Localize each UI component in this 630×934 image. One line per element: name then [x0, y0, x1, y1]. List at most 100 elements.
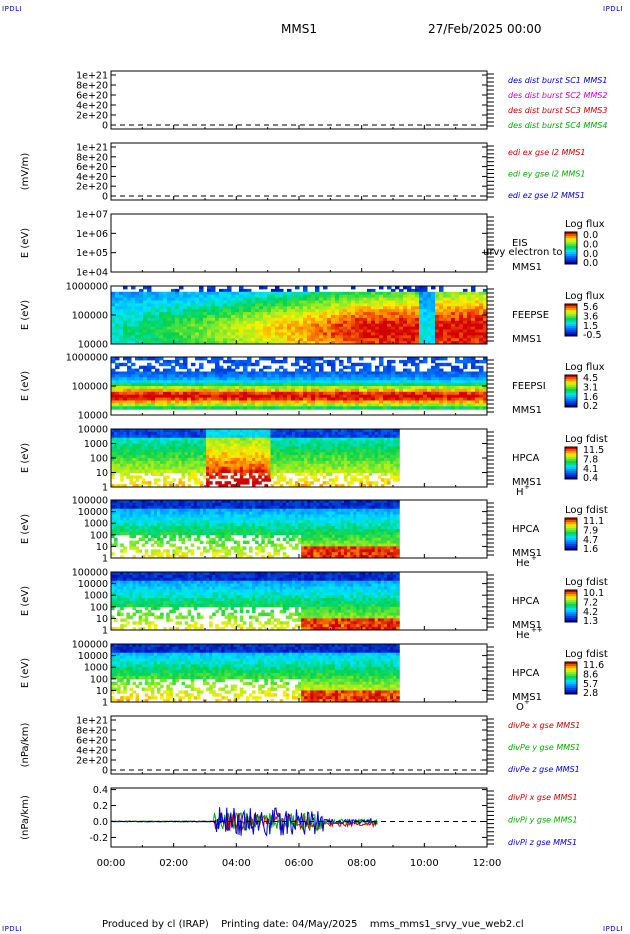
heatmap-cell: [171, 403, 176, 407]
heatmap-cell: [206, 446, 210, 450]
heatmap-cell: [215, 437, 219, 442]
heatmap-cell: [120, 429, 124, 433]
heatmap-cell: [163, 380, 168, 384]
heatmap-cell: [175, 397, 180, 401]
heatmap-cell: [459, 338, 464, 342]
heatmap-cell: [224, 449, 229, 453]
heatmap-cell: [114, 466, 118, 471]
heatmap-cell: [363, 400, 368, 404]
heatmap-cell: [143, 406, 148, 410]
heatmap-cell: [355, 391, 360, 396]
heatmap-cell: [331, 458, 336, 462]
heatmap-cell: [191, 394, 196, 399]
heatmap-cell: [447, 391, 452, 396]
heatmap-cell: [219, 394, 224, 399]
heatmap-cell: [283, 374, 288, 378]
heatmap-cell: [211, 383, 216, 387]
heatmap-cell: [249, 452, 253, 456]
heatmap-cell: [219, 374, 224, 378]
heatmap-cell: [211, 368, 216, 372]
heatmap-cell: [203, 380, 208, 384]
heatmap-cell: [242, 481, 247, 485]
heatmap-cell: [138, 460, 143, 465]
heatmap-cell: [310, 472, 314, 476]
heatmap-cell: [243, 312, 248, 316]
y-tick-label: 100000: [72, 311, 108, 322]
heatmap-cell: [351, 294, 356, 299]
heatmap-cell: [231, 326, 236, 330]
heatmap-cell: [143, 380, 148, 384]
heatmap-cell: [135, 323, 140, 328]
heatmap-cell: [251, 335, 256, 339]
heatmap-cell: [313, 437, 317, 442]
heatmap-cell: [323, 317, 328, 322]
heatmap-cell: [215, 315, 220, 319]
heatmap-cell: [245, 449, 250, 453]
heatmap-cell: [221, 443, 225, 447]
heatmap-cell: [151, 338, 156, 342]
heatmap-cell: [199, 386, 204, 390]
heatmap-cell: [179, 388, 184, 393]
heatmap-cell: [362, 466, 367, 471]
heatmap-cell: [258, 446, 262, 450]
heatmap-cell: [203, 300, 208, 304]
heatmap-cell: [259, 323, 264, 328]
heatmap-cell: [138, 484, 143, 487]
heatmap-cell: [179, 380, 184, 384]
heatmap-cell: [178, 458, 183, 462]
heatmap-cell: [407, 320, 412, 325]
heatmap-cell: [251, 297, 256, 301]
heatmap-cell: [179, 362, 184, 367]
heatmap-cell: [193, 437, 198, 442]
heatmap-cell: [447, 397, 452, 401]
heatmap-cell: [199, 335, 204, 339]
heatmap-cell: [387, 400, 392, 404]
heatmap-cell: [215, 481, 219, 485]
heatmap-cell: [325, 446, 330, 450]
heatmap-cell: [467, 326, 472, 330]
heatmap-cell: [212, 469, 216, 473]
heatmap-cell: [331, 312, 336, 316]
heatmap-cell: [167, 386, 172, 390]
heatmap-cell: [131, 297, 136, 301]
heatmap-cell: [171, 329, 176, 333]
heatmap-cell: [147, 440, 152, 444]
heatmap-cell: [375, 303, 380, 307]
heatmap-cell: [463, 400, 468, 404]
heatmap-cell: [239, 443, 244, 447]
heatmap-cell: [455, 320, 460, 325]
heatmap-cell: [123, 380, 128, 384]
heatmap-cell: [259, 403, 264, 407]
y-tick-label: 4e+20: [76, 101, 108, 112]
heatmap-cell: [144, 455, 149, 459]
heatmap-cell: [141, 481, 146, 485]
heatmap-cell: [123, 391, 128, 396]
heatmap-cell: [419, 391, 424, 396]
heatmap-cell: [334, 475, 339, 479]
heatmap-cell: [255, 463, 259, 468]
heatmap-cell: [147, 323, 152, 328]
heatmap-cell: [283, 320, 288, 325]
heatmap-cell: [431, 359, 436, 364]
heatmap-cell: [251, 329, 256, 333]
heatmap-cell: [233, 449, 238, 453]
heatmap-cell: [207, 326, 212, 330]
heatmap-cell: [295, 429, 299, 433]
heatmap-cell: [191, 309, 196, 313]
heatmap-cell: [175, 297, 180, 301]
heatmap-cell: [144, 431, 149, 436]
heatmap-cell: [171, 338, 176, 342]
heatmap-cell: [235, 397, 240, 401]
heatmap-cell: [247, 320, 252, 325]
heatmap-cell: [235, 306, 240, 310]
heatmap-cell: [251, 341, 256, 344]
heatmap-cell: [283, 371, 288, 375]
heatmap-cell: [150, 472, 155, 476]
heatmap-cell: [359, 317, 364, 322]
heatmap-cell: [287, 294, 292, 299]
heatmap-cell: [435, 300, 440, 304]
heatmap-cell: [135, 377, 140, 381]
heatmap-cell: [195, 335, 200, 339]
heatmap-cell: [227, 288, 232, 293]
heatmap-cell: [212, 452, 216, 456]
